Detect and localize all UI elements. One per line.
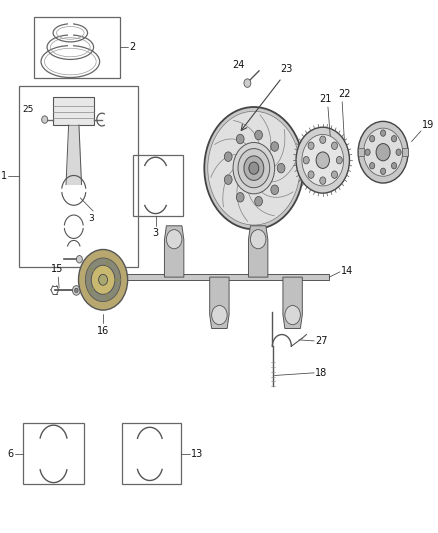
Circle shape xyxy=(212,305,227,325)
Circle shape xyxy=(392,163,397,169)
Circle shape xyxy=(249,162,259,174)
Bar xyxy=(123,423,180,484)
Text: 3: 3 xyxy=(152,228,159,238)
Text: 22: 22 xyxy=(338,88,350,99)
Text: 6: 6 xyxy=(7,449,14,459)
Circle shape xyxy=(271,142,279,151)
Bar xyxy=(358,148,364,157)
Text: 16: 16 xyxy=(97,326,109,336)
Bar xyxy=(53,98,94,125)
Circle shape xyxy=(336,157,343,164)
Circle shape xyxy=(91,265,115,294)
Bar xyxy=(402,148,408,157)
Circle shape xyxy=(271,185,279,195)
Circle shape xyxy=(255,197,262,206)
Text: 13: 13 xyxy=(191,449,204,459)
Text: 19: 19 xyxy=(422,120,434,130)
Circle shape xyxy=(392,135,397,142)
Circle shape xyxy=(233,142,275,194)
Circle shape xyxy=(204,107,304,229)
Text: 23: 23 xyxy=(280,63,292,74)
Polygon shape xyxy=(283,277,302,328)
Circle shape xyxy=(85,258,121,302)
Bar xyxy=(88,274,329,280)
Circle shape xyxy=(244,156,264,180)
Circle shape xyxy=(277,164,285,173)
Circle shape xyxy=(370,163,375,169)
Text: 3: 3 xyxy=(88,214,94,223)
Circle shape xyxy=(381,130,386,136)
Circle shape xyxy=(244,79,251,87)
Bar xyxy=(34,17,120,78)
Circle shape xyxy=(224,175,232,184)
Circle shape xyxy=(320,136,326,143)
Circle shape xyxy=(332,142,338,149)
Circle shape xyxy=(72,286,80,295)
Text: 27: 27 xyxy=(315,336,328,346)
Text: 25: 25 xyxy=(22,105,34,114)
Circle shape xyxy=(238,149,270,188)
Text: 21: 21 xyxy=(320,94,332,104)
Polygon shape xyxy=(248,226,268,277)
Circle shape xyxy=(308,142,314,149)
Text: 18: 18 xyxy=(315,368,328,378)
Text: 1: 1 xyxy=(1,171,7,181)
Circle shape xyxy=(365,149,370,156)
Circle shape xyxy=(99,274,107,285)
Text: 14: 14 xyxy=(341,266,353,276)
Circle shape xyxy=(224,152,232,161)
Text: 24: 24 xyxy=(233,60,245,70)
Circle shape xyxy=(364,128,403,176)
Circle shape xyxy=(381,168,386,174)
Bar xyxy=(23,423,84,484)
Circle shape xyxy=(370,135,375,142)
Circle shape xyxy=(166,230,182,249)
Circle shape xyxy=(320,177,326,184)
Circle shape xyxy=(255,130,262,140)
Polygon shape xyxy=(164,226,184,277)
Circle shape xyxy=(78,249,127,310)
Polygon shape xyxy=(210,277,229,328)
Text: 15: 15 xyxy=(51,264,63,274)
Circle shape xyxy=(303,157,309,164)
Circle shape xyxy=(296,127,350,193)
Circle shape xyxy=(302,134,343,186)
Text: 17: 17 xyxy=(95,255,107,264)
Circle shape xyxy=(42,116,48,123)
Text: 2: 2 xyxy=(129,42,135,52)
Circle shape xyxy=(285,305,300,325)
Bar xyxy=(133,155,183,216)
Circle shape xyxy=(251,230,266,249)
Circle shape xyxy=(308,171,314,179)
Circle shape xyxy=(396,149,401,156)
Circle shape xyxy=(76,255,82,263)
Circle shape xyxy=(376,143,390,161)
Circle shape xyxy=(208,111,300,225)
Circle shape xyxy=(332,171,338,179)
Circle shape xyxy=(358,122,408,183)
Bar xyxy=(19,86,138,266)
Circle shape xyxy=(237,192,244,202)
Circle shape xyxy=(237,134,244,144)
Circle shape xyxy=(74,288,78,293)
Circle shape xyxy=(316,152,329,168)
